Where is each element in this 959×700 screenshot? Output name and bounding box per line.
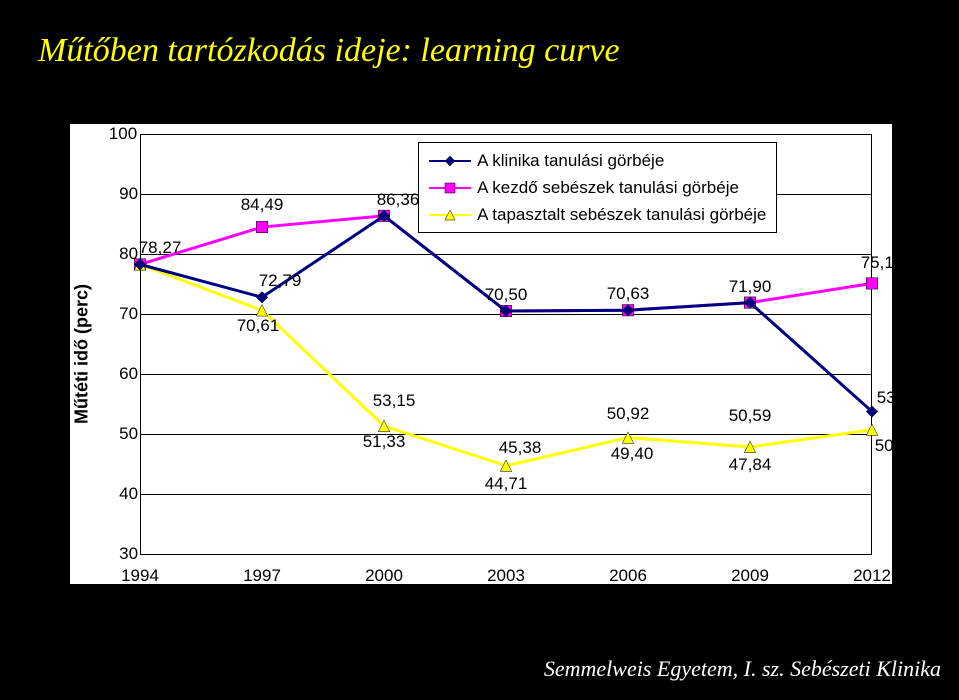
data-label: 86,36 bbox=[377, 190, 420, 210]
data-label: 75,10 bbox=[861, 253, 904, 273]
data-label: 50,71 bbox=[875, 436, 918, 456]
footer-text: Semmelweis Egyetem, I. sz. Sebészeti Kli… bbox=[544, 656, 941, 682]
legend-item: A kezdő sebészek tanulási görbéje bbox=[429, 174, 766, 201]
data-label: 44,71 bbox=[485, 474, 528, 494]
data-label: 78,27 bbox=[139, 238, 182, 258]
data-label: 50,92 bbox=[607, 404, 650, 424]
data-label: 47,84 bbox=[729, 455, 772, 475]
data-label: 45,38 bbox=[499, 438, 542, 458]
legend-label: A kezdő sebészek tanulási görbéje bbox=[477, 174, 739, 201]
data-label: 49,40 bbox=[611, 444, 654, 464]
data-label: 51,33 bbox=[363, 432, 406, 452]
data-label: 50,59 bbox=[729, 406, 772, 426]
data-label: 84,49 bbox=[241, 195, 284, 215]
data-label: 71,90 bbox=[729, 277, 772, 297]
chart-container: Műtéti idő (perc) 3040506070809010019941… bbox=[70, 124, 892, 584]
data-label: 53,74 bbox=[877, 388, 920, 408]
slide-title: Műtőben tartózkodás ideje: learning curv… bbox=[0, 0, 959, 70]
data-label: 70,50 bbox=[485, 285, 528, 305]
legend-item: A klinika tanulási görbéje bbox=[429, 147, 766, 174]
data-label: 53,15 bbox=[373, 391, 416, 411]
legend-item: A tapasztalt sebészek tanulási görbéje bbox=[429, 201, 766, 228]
data-label: 72,79 bbox=[259, 271, 302, 291]
legend-label: A klinika tanulási görbéje bbox=[477, 147, 664, 174]
legend: A klinika tanulási görbéjeA kezdő sebész… bbox=[418, 142, 777, 233]
data-label: 70,61 bbox=[237, 316, 280, 336]
legend-label: A tapasztalt sebészek tanulási görbéje bbox=[477, 201, 766, 228]
data-label: 70,63 bbox=[607, 284, 650, 304]
